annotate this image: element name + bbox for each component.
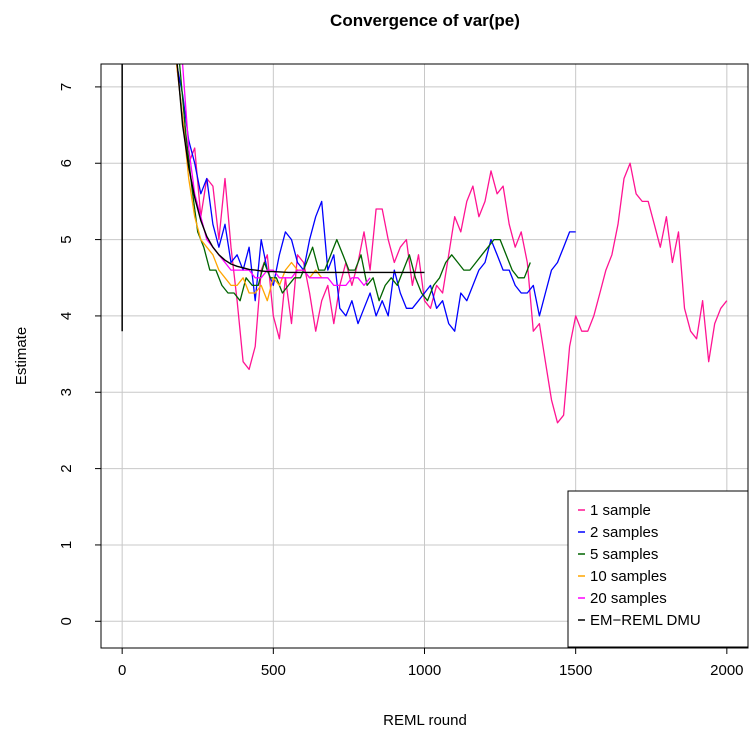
y-tick-label-0: 0: [58, 617, 75, 625]
y-tick-label-3: 3: [58, 388, 75, 396]
legend: 1 sample 2 samples 5 samples 10 samples 20 s…: [567, 490, 749, 648]
legend-label-1: 2 samples: [590, 524, 658, 541]
series-line-0: [175, 64, 728, 424]
x-tick-label-0: 0: [118, 662, 126, 679]
series-layer: [121, 64, 728, 424]
x-tick-label-2: 1000: [408, 662, 441, 679]
chart-title: Convergence of var(pe): [330, 11, 520, 30]
x-tick-label-1: 500: [261, 662, 286, 679]
legend-label-2: 5 samples: [590, 546, 658, 563]
legend-label-0: 1 sample: [590, 502, 651, 519]
x-tick-label-3: 1500: [559, 662, 592, 679]
y-tick-label-5: 5: [58, 235, 75, 243]
x-tick-label-4: 2000: [710, 662, 743, 679]
legend-label-3: 10 samples: [590, 568, 667, 585]
y-tick-label-7: 7: [58, 83, 75, 91]
y-tick-label-4: 4: [58, 312, 75, 320]
y-tick-label-1: 1: [58, 541, 75, 549]
legend-box: [567, 490, 749, 648]
legend-label-5: EM−REML DMU: [590, 612, 701, 629]
legend-label-4: 20 samples: [590, 590, 667, 607]
series-line-2: [178, 64, 531, 302]
y-axis-label: Estimate: [13, 327, 30, 385]
y-tick-label-6: 6: [58, 159, 75, 167]
series-line-5: [176, 64, 425, 274]
x-axis-label: REML round: [383, 712, 467, 729]
axes: 0 500 1000 1500 2000 0 1 2 3 4 5 6 7: [58, 83, 744, 679]
y-tick-label-2: 2: [58, 464, 75, 472]
